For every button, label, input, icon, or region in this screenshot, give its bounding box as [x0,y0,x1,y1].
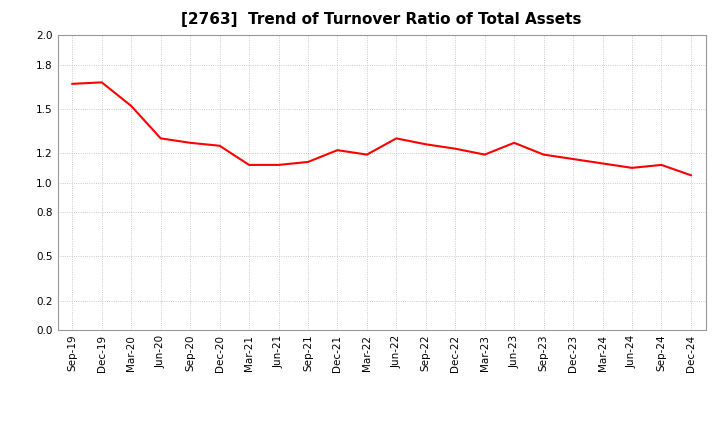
Title: [2763]  Trend of Turnover Ratio of Total Assets: [2763] Trend of Turnover Ratio of Total … [181,12,582,27]
